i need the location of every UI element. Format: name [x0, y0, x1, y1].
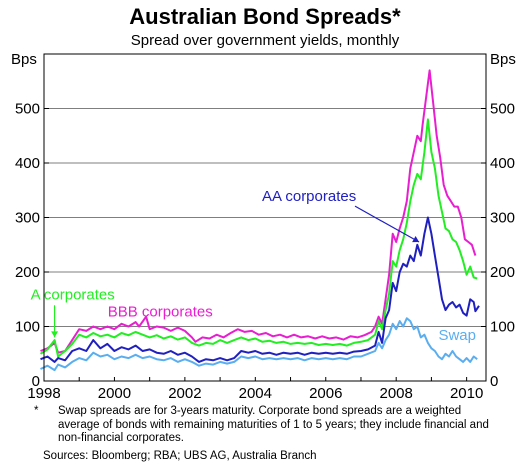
y-tick-label-right: 300: [490, 210, 515, 227]
y-tick-label-right: 0: [490, 373, 498, 390]
series-line-aa-corporates: [40, 216, 480, 363]
series-label-bbb-corporates: BBB corporates: [108, 304, 213, 321]
y-axis-unit-right: Bps: [490, 51, 516, 68]
series-label-swap: Swap: [438, 327, 476, 344]
series-pointer-head-a-corporates: [51, 331, 59, 338]
x-tick-label: 2000: [98, 385, 131, 402]
y-tick-label-left: 200: [15, 264, 40, 281]
y-tick-label-left: 0: [32, 373, 40, 390]
y-tick-label-left: 500: [15, 101, 40, 118]
series-line-bbb-corporates: [40, 69, 477, 354]
series-label-aa-corporates: AA corporates: [262, 188, 356, 205]
x-tick-label: 2004: [239, 385, 272, 402]
y-tick-label-right: 400: [490, 155, 515, 172]
x-tick-label: 2002: [168, 385, 201, 402]
y-tick-label-right: 100: [490, 319, 515, 336]
chart-subtitle: Spread over government yields, monthly: [131, 32, 400, 49]
x-tick-label: 2006: [309, 385, 342, 402]
series-line-swap: [40, 317, 478, 372]
bond-spreads-chart: Australian Bond Spreads* Spread over gov…: [11, 4, 516, 403]
sources-note: Sources: Bloomberg; RBA; UBS AG, Austral…: [43, 450, 317, 462]
series-label-a-corporates: A corporates: [31, 286, 115, 303]
series-pointer-aa-corporates: [354, 205, 420, 243]
footnote-marker: *: [34, 405, 39, 417]
axis-ticks: 0 0 100 100 200 200 300 300 400 400 500 500 1998 2000…: [15, 101, 515, 403]
series-lines: [39, 69, 480, 372]
series-pointer-head-aa-corporates: [412, 236, 420, 243]
x-tick-label: 2010: [450, 385, 483, 402]
y-axis-unit-left: Bps: [11, 51, 37, 68]
y-tick-label-left: 300: [15, 210, 40, 227]
y-tick-label-left: 100: [15, 319, 40, 336]
x-tick-label: 1998: [27, 385, 60, 402]
series-line-a-corporates: [39, 118, 478, 358]
y-tick-label-right: 200: [490, 264, 515, 281]
y-tick-label-right: 500: [490, 101, 515, 118]
y-tick-label-left: 400: [15, 155, 40, 172]
x-tick-label: 2008: [380, 385, 413, 402]
footnote: * Swap spreads are for 3-years maturity.…: [34, 405, 504, 446]
footnote-text: Swap spreads are for 3-years maturity. C…: [58, 405, 489, 444]
chart-title: Australian Bond Spreads*: [129, 4, 401, 29]
